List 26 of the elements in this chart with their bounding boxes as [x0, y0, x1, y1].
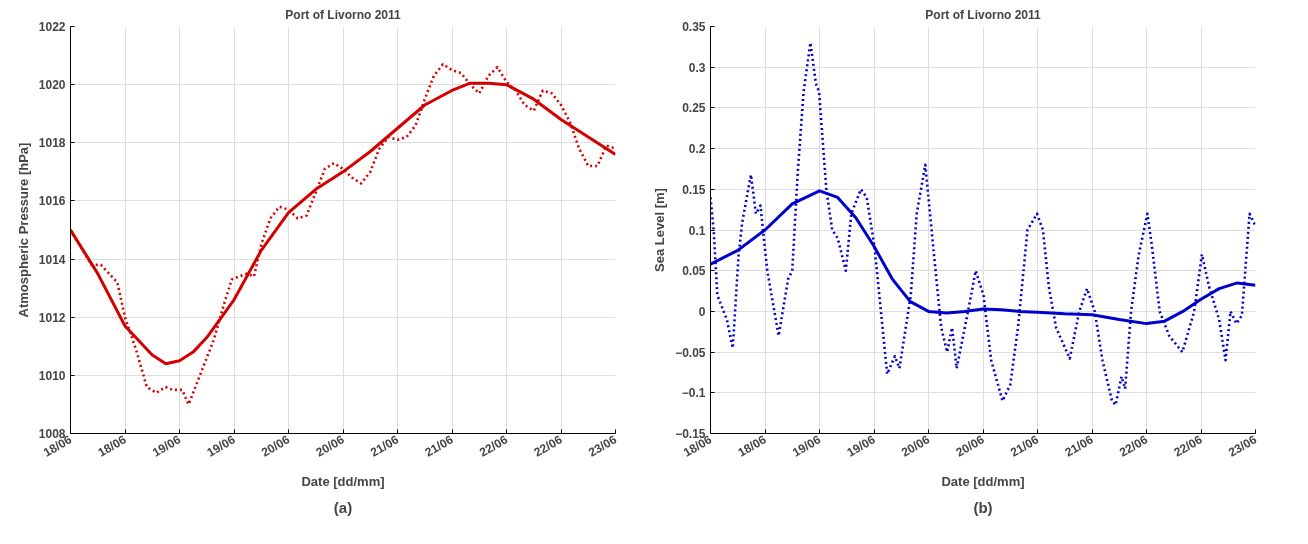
y-tick-label: 1018	[38, 136, 66, 151]
y-tick-label: 0.15	[682, 182, 706, 197]
y-tick-label: 1016	[38, 194, 66, 209]
text: (a)	[333, 498, 353, 516]
chart-title: Port of Livorno 2011	[285, 7, 402, 22]
y-tick-label: 0.2	[688, 142, 706, 157]
y-tick-label: 0.05	[682, 264, 706, 279]
y-tick-label: −0.1	[681, 386, 706, 401]
y-tick-label: 0	[698, 304, 706, 319]
y-axis-title: Atmospheric Pressure [hPa]	[15, 142, 31, 318]
y-tick-label: 0.3	[688, 60, 706, 75]
y-tick-label: 1014	[38, 252, 66, 267]
y-tick-label: 0.1	[688, 223, 706, 238]
x-axis-title: Date [dd/mm]	[301, 473, 385, 489]
chart-title: Port of Livorno 2011	[925, 7, 1042, 22]
line-series	[710, 41, 1256, 407]
y-axis-title: Sea Level [m]	[652, 188, 668, 272]
text: (b)	[973, 498, 993, 516]
y-tick-label: 0.35	[682, 20, 706, 34]
y-tick-label: 1012	[38, 310, 66, 325]
y-tick-label: 1022	[38, 20, 66, 34]
y-tick-label: −0.05	[675, 345, 706, 360]
x-axis-title: Date [dd/mm]	[941, 473, 1025, 489]
y-tick-label: 0.25	[682, 101, 706, 116]
y-tick-label: 1020	[38, 78, 66, 93]
y-tick-label: 1010	[38, 368, 66, 383]
